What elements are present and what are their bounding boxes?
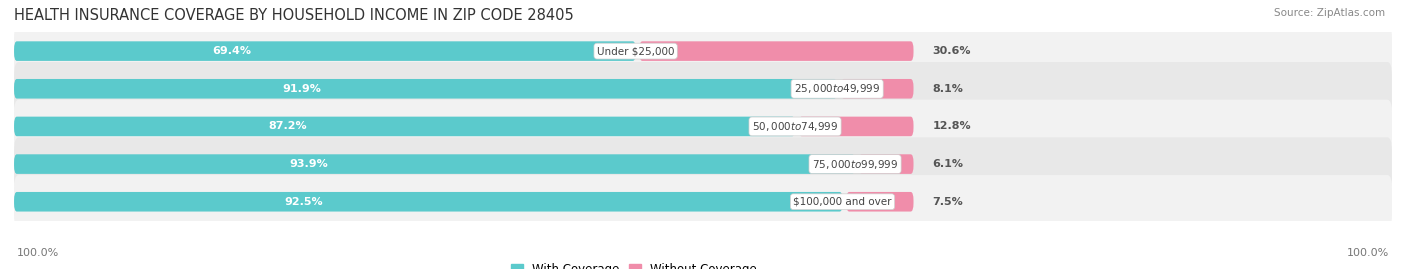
- FancyBboxPatch shape: [14, 175, 1392, 228]
- FancyBboxPatch shape: [14, 117, 794, 136]
- FancyBboxPatch shape: [859, 154, 914, 174]
- FancyBboxPatch shape: [846, 192, 914, 211]
- Text: $75,000 to $99,999: $75,000 to $99,999: [811, 158, 898, 171]
- Text: HEALTH INSURANCE COVERAGE BY HOUSEHOLD INCOME IN ZIP CODE 28405: HEALTH INSURANCE COVERAGE BY HOUSEHOLD I…: [14, 8, 574, 23]
- FancyBboxPatch shape: [14, 100, 1392, 153]
- Text: $50,000 to $74,999: $50,000 to $74,999: [752, 120, 838, 133]
- Text: Under $25,000: Under $25,000: [598, 46, 675, 56]
- Text: 8.1%: 8.1%: [932, 84, 963, 94]
- FancyBboxPatch shape: [841, 79, 914, 98]
- FancyBboxPatch shape: [14, 137, 1392, 191]
- Text: 91.9%: 91.9%: [283, 84, 322, 94]
- Text: $25,000 to $49,999: $25,000 to $49,999: [794, 82, 880, 95]
- FancyBboxPatch shape: [14, 24, 1392, 78]
- FancyBboxPatch shape: [640, 41, 914, 61]
- Text: 69.4%: 69.4%: [212, 46, 252, 56]
- FancyBboxPatch shape: [14, 41, 636, 61]
- FancyBboxPatch shape: [14, 192, 842, 211]
- FancyBboxPatch shape: [14, 62, 1392, 115]
- Text: 100.0%: 100.0%: [17, 248, 59, 258]
- Text: 30.6%: 30.6%: [932, 46, 972, 56]
- Text: 6.1%: 6.1%: [932, 159, 963, 169]
- FancyBboxPatch shape: [799, 117, 914, 136]
- Legend: With Coverage, Without Coverage: With Coverage, Without Coverage: [506, 258, 762, 269]
- Text: 93.9%: 93.9%: [290, 159, 328, 169]
- FancyBboxPatch shape: [14, 154, 855, 174]
- Text: $100,000 and over: $100,000 and over: [793, 197, 891, 207]
- Text: 7.5%: 7.5%: [932, 197, 963, 207]
- Text: Source: ZipAtlas.com: Source: ZipAtlas.com: [1274, 8, 1385, 18]
- Text: 87.2%: 87.2%: [269, 121, 307, 132]
- FancyBboxPatch shape: [14, 79, 837, 98]
- Text: 12.8%: 12.8%: [932, 121, 972, 132]
- Text: 92.5%: 92.5%: [284, 197, 323, 207]
- Text: 100.0%: 100.0%: [1347, 248, 1389, 258]
